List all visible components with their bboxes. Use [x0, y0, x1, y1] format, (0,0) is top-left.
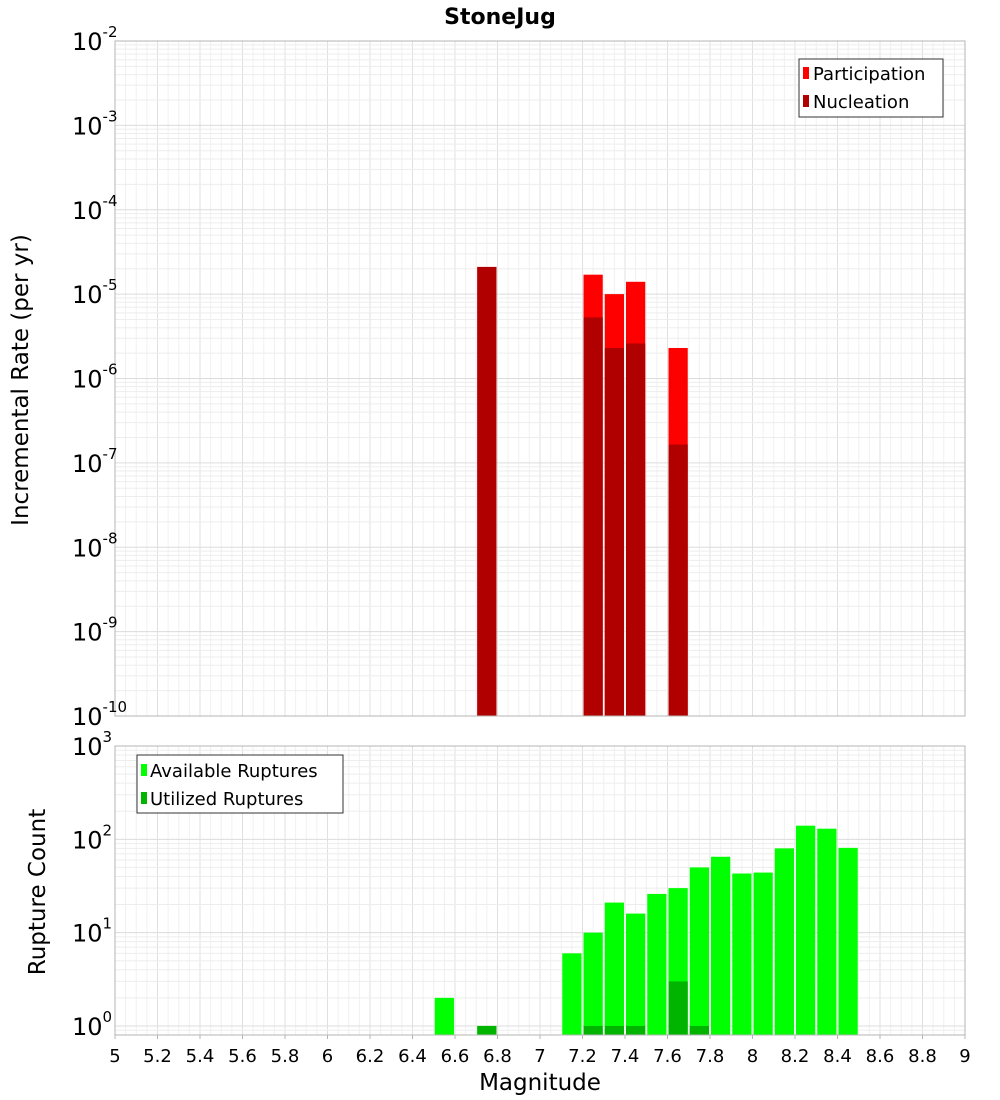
count-bar-available-ruptures — [647, 893, 667, 1035]
x-tick-label: 7 — [534, 1046, 545, 1067]
rate-bar-nucleation — [583, 317, 603, 716]
count-bar-available-ruptures — [434, 997, 454, 1035]
x-tick-label: 5.4 — [186, 1046, 215, 1067]
rate-bars — [477, 266, 688, 716]
rate-y-tick-label: 10-5 — [72, 276, 118, 309]
x-axis-label: Magnitude — [479, 1070, 601, 1096]
rate-y-tick-label: 10-8 — [72, 529, 118, 562]
count-bar-available-ruptures — [711, 856, 731, 1035]
count-bar-available-ruptures — [817, 828, 837, 1035]
rate-bar-nucleation — [477, 266, 497, 716]
x-tick-label: 8.2 — [781, 1046, 810, 1067]
rate-y-tick-label: 10-3 — [72, 107, 118, 140]
rate-y-tick-label: 10-10 — [72, 698, 127, 731]
count-bar-available-ruptures — [753, 872, 773, 1035]
rate-legend: Participation Nucleation — [798, 58, 944, 118]
legend-label-utilized: Utilized Ruptures — [150, 789, 303, 810]
count-y-tick-label: 100 — [72, 1008, 112, 1041]
x-tick-label: 6 — [322, 1046, 333, 1067]
rate-bar-nucleation — [604, 347, 624, 716]
count-y-tick-label: 101 — [72, 915, 112, 948]
x-tick-label: 5.8 — [271, 1046, 300, 1067]
count-bar-available-ruptures — [583, 932, 603, 1035]
legend-swatch-available — [141, 764, 147, 776]
rate-grid — [114, 40, 966, 717]
legend-swatch-participation — [803, 67, 809, 79]
count-bar-available-ruptures — [689, 867, 709, 1035]
x-tick-label: 6.8 — [483, 1046, 512, 1067]
legend-label-available: Available Ruptures — [150, 761, 318, 782]
count-bar-available-ruptures — [796, 825, 816, 1035]
x-tick-label: 7.2 — [568, 1046, 597, 1067]
legend-label-nucleation: Nucleation — [813, 92, 909, 113]
count-y-tick-label: 102 — [72, 821, 112, 854]
rate-bar-nucleation — [668, 444, 688, 716]
count-y-axis-label: Rupture Count — [25, 809, 51, 975]
count-bar-available-ruptures — [604, 902, 624, 1035]
count-bars — [434, 825, 858, 1035]
rate-y-tick-label: 10-7 — [72, 445, 118, 478]
x-tick-label: 5 — [109, 1046, 120, 1067]
x-tick-label: 6.4 — [398, 1046, 427, 1067]
count-y-tick-label: 103 — [72, 728, 112, 761]
rate-y-ticks: 10-10 10-9 10-8 10-7 10-6 10-5 10-4 10-3 10-2 — [72, 23, 127, 731]
count-bar-available-ruptures — [626, 913, 646, 1035]
x-tick-label: 8.6 — [866, 1046, 895, 1067]
x-tick-label: 5.2 — [143, 1046, 172, 1067]
rate-y-tick-label: 10-2 — [72, 23, 118, 56]
count-legend-box — [136, 754, 344, 814]
count-bar-utilized-ruptures — [604, 1025, 624, 1035]
x-ticks: 5 5.2 5.4 5.6 5.8 6 6.2 6.4 6.6 6.8 7 7.2 7.4 7.6 7.8 8… — [109, 1035, 971, 1067]
count-bar-available-ruptures — [732, 873, 752, 1035]
x-tick-label: 8 — [747, 1046, 758, 1067]
rate-y-tick-label: 10-4 — [72, 192, 118, 225]
x-tick-label: 6.6 — [441, 1046, 470, 1067]
count-bar-utilized-ruptures — [583, 1025, 603, 1035]
legend-swatch-nucleation — [803, 95, 809, 107]
x-tick-label: 7.6 — [653, 1046, 682, 1067]
count-bar-available-ruptures — [562, 953, 582, 1035]
rate-legend-box — [798, 58, 944, 118]
rate-plot-frame — [114, 40, 966, 717]
count-bar-utilized-ruptures — [626, 1025, 646, 1035]
x-tick-label: 7.4 — [611, 1046, 640, 1067]
chart-title: StoneJug — [444, 5, 556, 30]
rate-y-axis-label: Incremental Rate (per yr) — [8, 234, 34, 526]
count-bar-available-ruptures — [838, 847, 858, 1035]
count-plot: 100 101 102 103 5 5.2 5.4 5.6 5.8 6 6.2 6.4 6.6 6.8 7… — [25, 728, 971, 1096]
x-tick-label: 7.8 — [696, 1046, 725, 1067]
x-tick-label: 5.6 — [228, 1046, 257, 1067]
x-tick-label: 9 — [959, 1046, 970, 1067]
legend-swatch-utilized — [141, 792, 147, 804]
x-tick-label: 8.8 — [908, 1046, 937, 1067]
count-bar-utilized-ruptures — [477, 1025, 497, 1035]
count-y-ticks: 100 101 102 103 — [72, 728, 112, 1041]
legend-label-participation: Participation — [813, 64, 925, 85]
count-bar-utilized-ruptures — [668, 981, 688, 1035]
rate-y-tick-label: 10-9 — [72, 614, 118, 647]
count-bar-available-ruptures — [774, 848, 794, 1035]
rate-y-tick-label: 10-6 — [72, 361, 118, 394]
count-bar-utilized-ruptures — [689, 1025, 709, 1035]
rate-plot: 10-10 10-9 10-8 10-7 10-6 10-5 10-4 10-3 10-2 In… — [8, 23, 966, 731]
x-tick-label: 6.2 — [356, 1046, 385, 1067]
rate-bar-nucleation — [626, 343, 646, 716]
x-tick-label: 8.4 — [823, 1046, 852, 1067]
count-legend: Available Ruptures Utilized Ruptures — [136, 754, 344, 814]
